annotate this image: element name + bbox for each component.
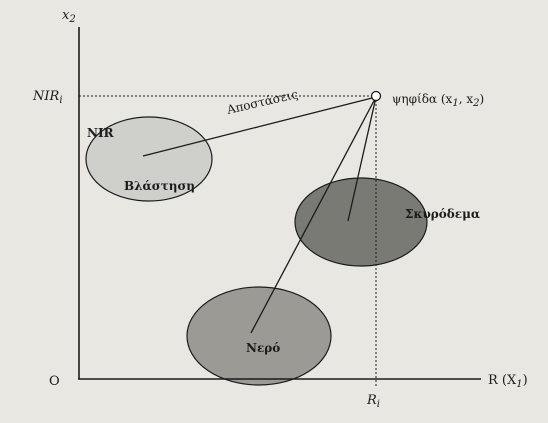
distance-line-vegetation (142, 96, 377, 157)
x-axis-label: R (X1) (488, 373, 528, 390)
vegetation-label: Βλάστηση (124, 179, 195, 193)
nir-i-label: NIRi (32, 89, 63, 106)
vegetation-cluster (85, 116, 213, 202)
pixel-point (370, 90, 382, 102)
concrete-cluster (294, 177, 428, 267)
r-i-label: Ri (366, 393, 380, 410)
water-cluster (186, 286, 332, 386)
y-axis-label: x2 (62, 8, 76, 25)
concrete-label: Σκυρόδεμα (405, 207, 480, 221)
water-label: Νερό (246, 341, 280, 355)
pixel-label: ψηφίδα (x1, x2) (392, 92, 484, 109)
distance-line-concrete (347, 96, 377, 222)
distances-label: Αποστάσεις (225, 87, 300, 117)
nir-band-label: NIR (87, 126, 115, 140)
origin-label: O (49, 374, 60, 389)
distance-line-water (250, 96, 377, 334)
